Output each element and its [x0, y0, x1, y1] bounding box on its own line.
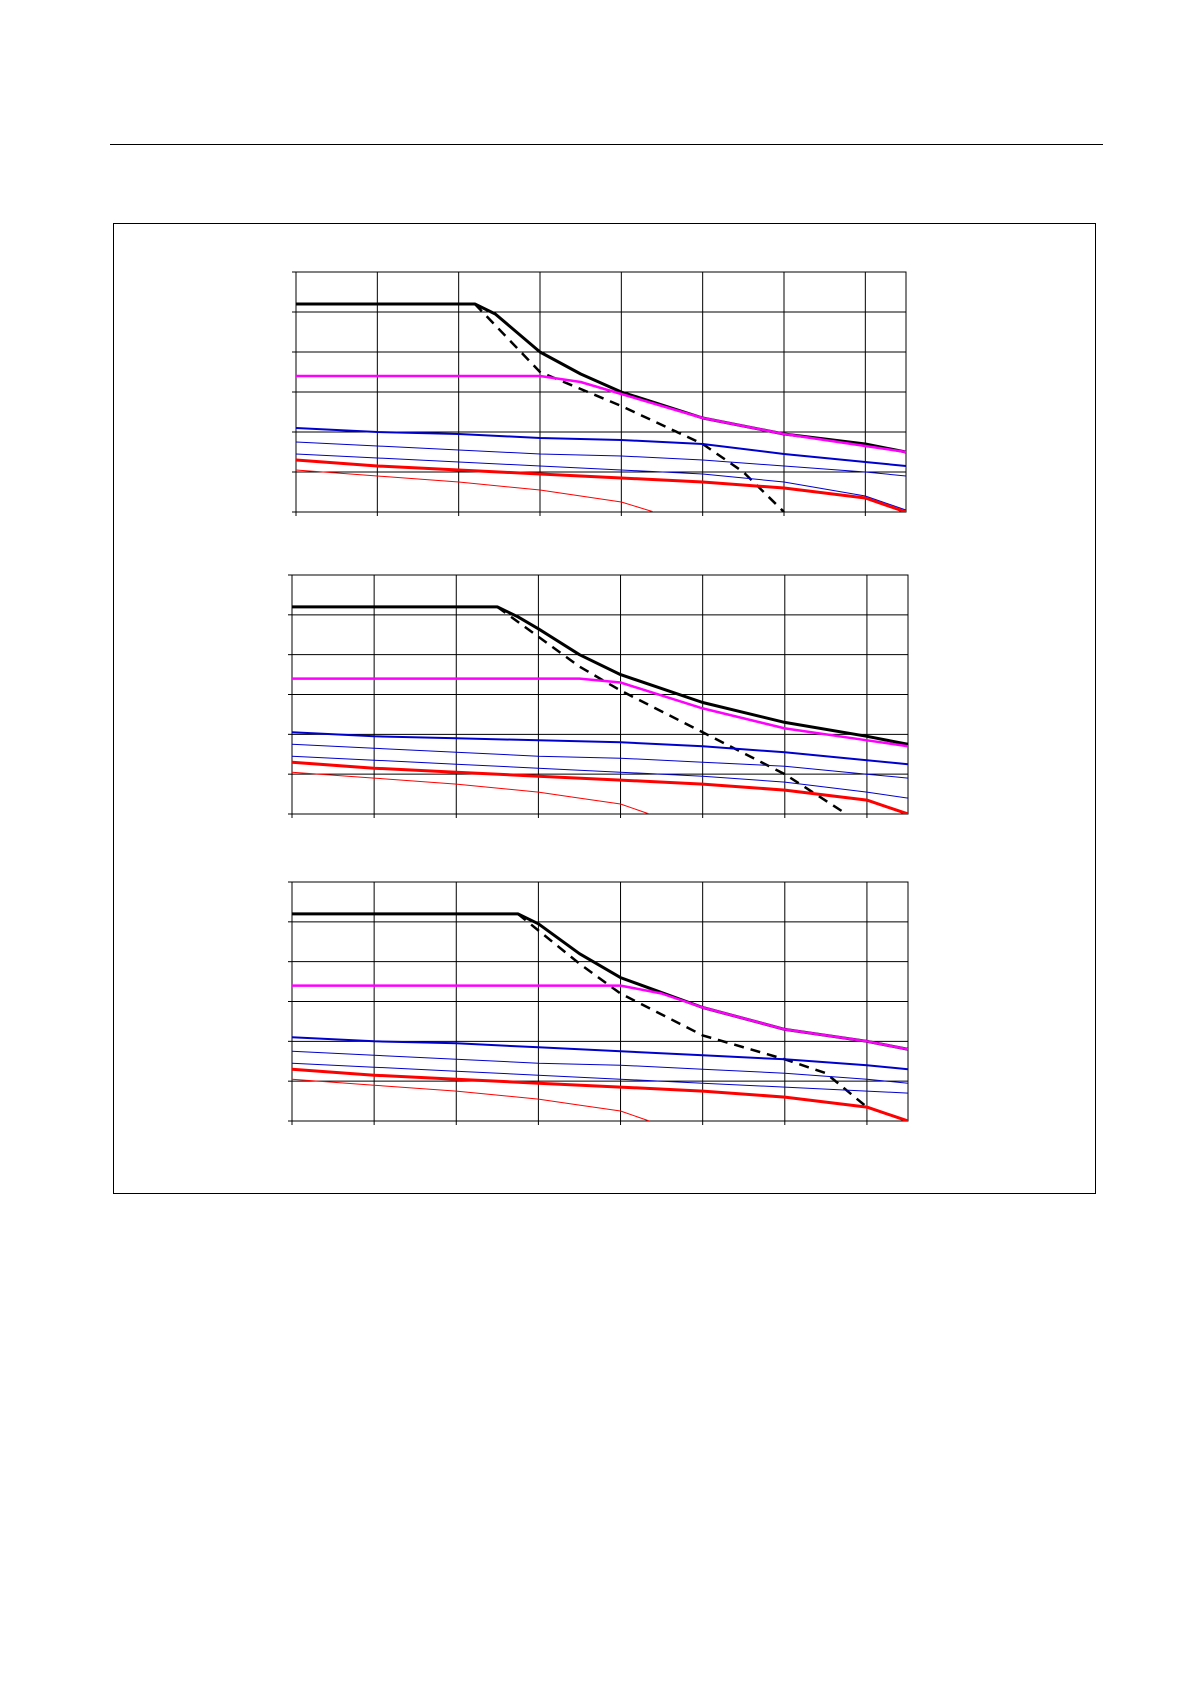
- series-line-blue-6: [292, 755, 908, 799]
- header-rule: [110, 144, 1103, 145]
- series-line-blue-6: [292, 1062, 908, 1094]
- series-line-red-8: [292, 771, 650, 814]
- series-line-blue-4: [296, 427, 906, 467]
- series-line-red-7: [292, 1067, 908, 1121]
- series-line-black-1: [296, 302, 906, 454]
- series-line-red-8: [292, 1078, 650, 1121]
- series-line-black-1: [292, 912, 908, 1051]
- series-line-blue-5: [296, 441, 906, 477]
- series-line-magenta-3: [296, 374, 906, 454]
- series-line-blue-5: [292, 743, 908, 779]
- series-line-red-7: [296, 458, 906, 512]
- series-line-blue-4: [292, 731, 908, 766]
- series-line-blue-6: [296, 453, 906, 511]
- figure-frame: [113, 223, 1096, 1194]
- chart-1: [292, 271, 907, 516]
- series-line-blue-5: [292, 1050, 908, 1084]
- series-line-black-2: [517, 912, 868, 1109]
- series-line-black-1: [292, 605, 908, 746]
- chart-3: [288, 881, 909, 1125]
- series-line-red-7: [292, 760, 908, 814]
- series-line-blue-4: [292, 1036, 908, 1071]
- series-line-red-8: [296, 469, 655, 512]
- chart-2: [288, 574, 909, 818]
- series-line-magenta-3: [292, 984, 908, 1051]
- series-line-magenta-3: [292, 677, 908, 748]
